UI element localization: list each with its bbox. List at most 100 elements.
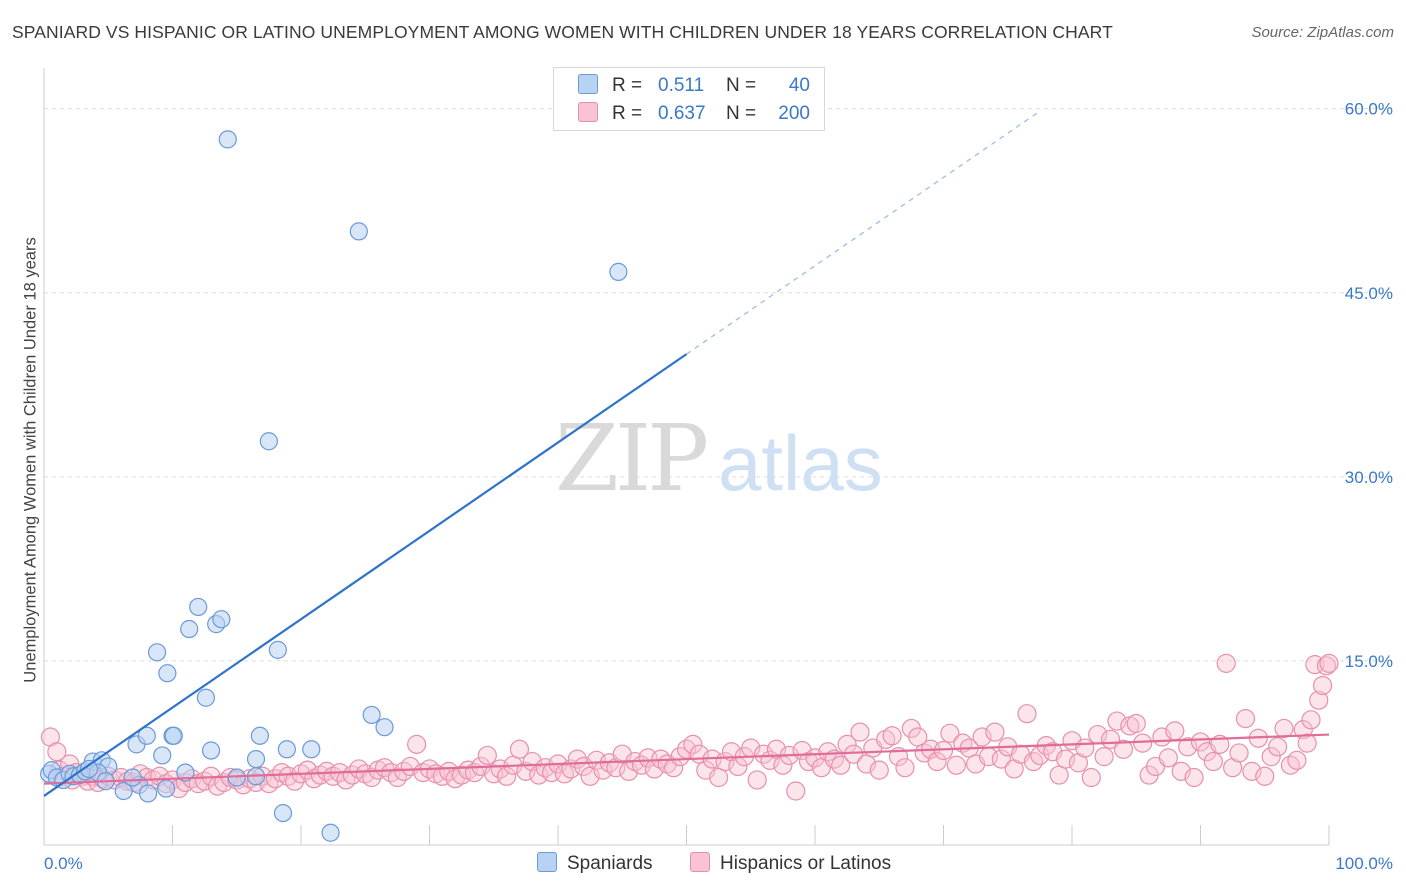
spaniard-point (164, 726, 183, 745)
spaniard-point (189, 597, 208, 617)
hispanic-point (1242, 761, 1262, 781)
hispanic-point (1075, 738, 1095, 758)
spaniard-point (277, 740, 296, 759)
hispanic-point (284, 771, 305, 791)
legend-r-value: 0.511 (658, 75, 705, 96)
hispanic-point (362, 767, 382, 788)
hispanic-point (786, 781, 806, 801)
y-tick-label: 30.0% (1345, 468, 1393, 487)
spaniard-point (349, 222, 368, 241)
hispanic-point (355, 764, 375, 784)
hispanic-point (1113, 739, 1134, 759)
spaniard-point (250, 726, 269, 745)
hispanic-point (843, 744, 864, 764)
spaniard-point (196, 688, 216, 707)
legend-row-hispanics: R = 0.637 N = 200 (578, 102, 810, 128)
hispanic-point (497, 766, 517, 786)
spaniard-point (137, 726, 156, 745)
spaniard-point (259, 432, 278, 451)
hispanic-point (1178, 737, 1198, 757)
spaniard-point (609, 262, 628, 281)
spaniard-point (153, 746, 172, 765)
hispanic-point (47, 742, 67, 762)
hispanic-point (1165, 721, 1185, 741)
y-tick-label: 60.0% (1345, 100, 1393, 119)
hispanic-point (509, 739, 530, 759)
hispanic-point (1017, 704, 1037, 724)
hispanic-point (1235, 708, 1256, 729)
watermark-zip: ZIP (555, 405, 706, 512)
hispanic-point (972, 727, 992, 747)
hispanic-point (336, 770, 356, 790)
hispanic-point (1081, 767, 1101, 788)
hispanic-point (477, 745, 497, 766)
legend-n-label: N = (726, 75, 757, 96)
y-tick-label: 15.0% (1345, 652, 1393, 671)
hispanic-point (535, 758, 555, 778)
hispanic-point (985, 722, 1005, 742)
spaniard-point (362, 705, 381, 725)
hispanic-point (850, 722, 870, 742)
correlation-legend: R = 0.511 N = 40 R = 0.637 N = 200 (553, 67, 825, 131)
hispanic-point (818, 742, 838, 762)
hispanic-point (1319, 653, 1339, 673)
spaniard-point (156, 779, 176, 798)
bottom-legend-swatch-blue (537, 852, 557, 872)
hispanic-point (869, 760, 889, 780)
legend-n-value: 200 (778, 103, 810, 124)
hispanic-point (1094, 747, 1114, 767)
legend-r-value: 0.637 (658, 103, 706, 124)
hispanic-point (927, 751, 947, 772)
hispanic-point (1312, 675, 1333, 696)
spaniard-point (114, 781, 133, 801)
hispanic-point (1158, 748, 1178, 768)
hispanic-point (1049, 765, 1069, 785)
x-tick-label-max: 100.0% (1335, 854, 1393, 873)
hispanic-point (747, 770, 767, 790)
hispanic-point (940, 723, 960, 743)
spaniard-point (375, 718, 394, 737)
chart-title: SPANIARD VS HISPANIC OR LATINO UNEMPLOYM… (12, 22, 1113, 42)
bottom-legend-swatch-pink (690, 852, 710, 872)
hispanic-point (1309, 690, 1329, 710)
spaniard-point (79, 759, 99, 779)
spaniard-point (180, 619, 199, 639)
spaniard-point (158, 664, 177, 683)
hispanic-point (1133, 733, 1153, 753)
hispanic-point (1190, 732, 1211, 752)
legend-r-label: R = (612, 75, 643, 96)
hispanic-point (1107, 711, 1127, 731)
bottom-legend-spaniards: Spaniards (537, 852, 653, 875)
legend-n-label: N = (726, 103, 757, 124)
bottom-legend-hispanics: Hispanics or Latinos (690, 852, 891, 875)
hispanic-point (1267, 737, 1288, 757)
hispanic-point (1255, 766, 1275, 786)
spaniard-point (123, 768, 142, 787)
legend-row-spaniards: R = 0.511 N = 40 (578, 74, 810, 100)
hispanic-point (1297, 733, 1317, 753)
watermark-atlas: atlas (718, 419, 883, 507)
y-tick-label: 45.0% (1345, 284, 1393, 303)
spaniard-point (268, 640, 287, 659)
hispanic-point (1287, 750, 1307, 770)
spaniard-point (321, 823, 340, 842)
spaniard-point (176, 763, 195, 782)
bottom-legend-label: Hispanics or Latinos (720, 853, 892, 874)
hispanic-point (1301, 710, 1321, 730)
legend-r-label: R = (612, 103, 643, 124)
hispanic-point (895, 758, 915, 778)
hispanic-point (1229, 743, 1249, 763)
x-tick-label-min: 0.0% (44, 854, 83, 873)
spaniard-trendline (43, 353, 688, 797)
spaniard-point (212, 610, 231, 629)
hispanic-point (1280, 755, 1301, 775)
hispanic-point (991, 749, 1011, 769)
hispanic-point (374, 758, 395, 778)
hispanic-point (1126, 713, 1146, 734)
legend-swatch-pink (578, 102, 598, 122)
hispanic-point (1203, 751, 1223, 772)
hispanic-point (1055, 749, 1076, 769)
hispanic-point (394, 761, 414, 781)
chart-source: Source: ZipAtlas.com (1251, 24, 1394, 41)
